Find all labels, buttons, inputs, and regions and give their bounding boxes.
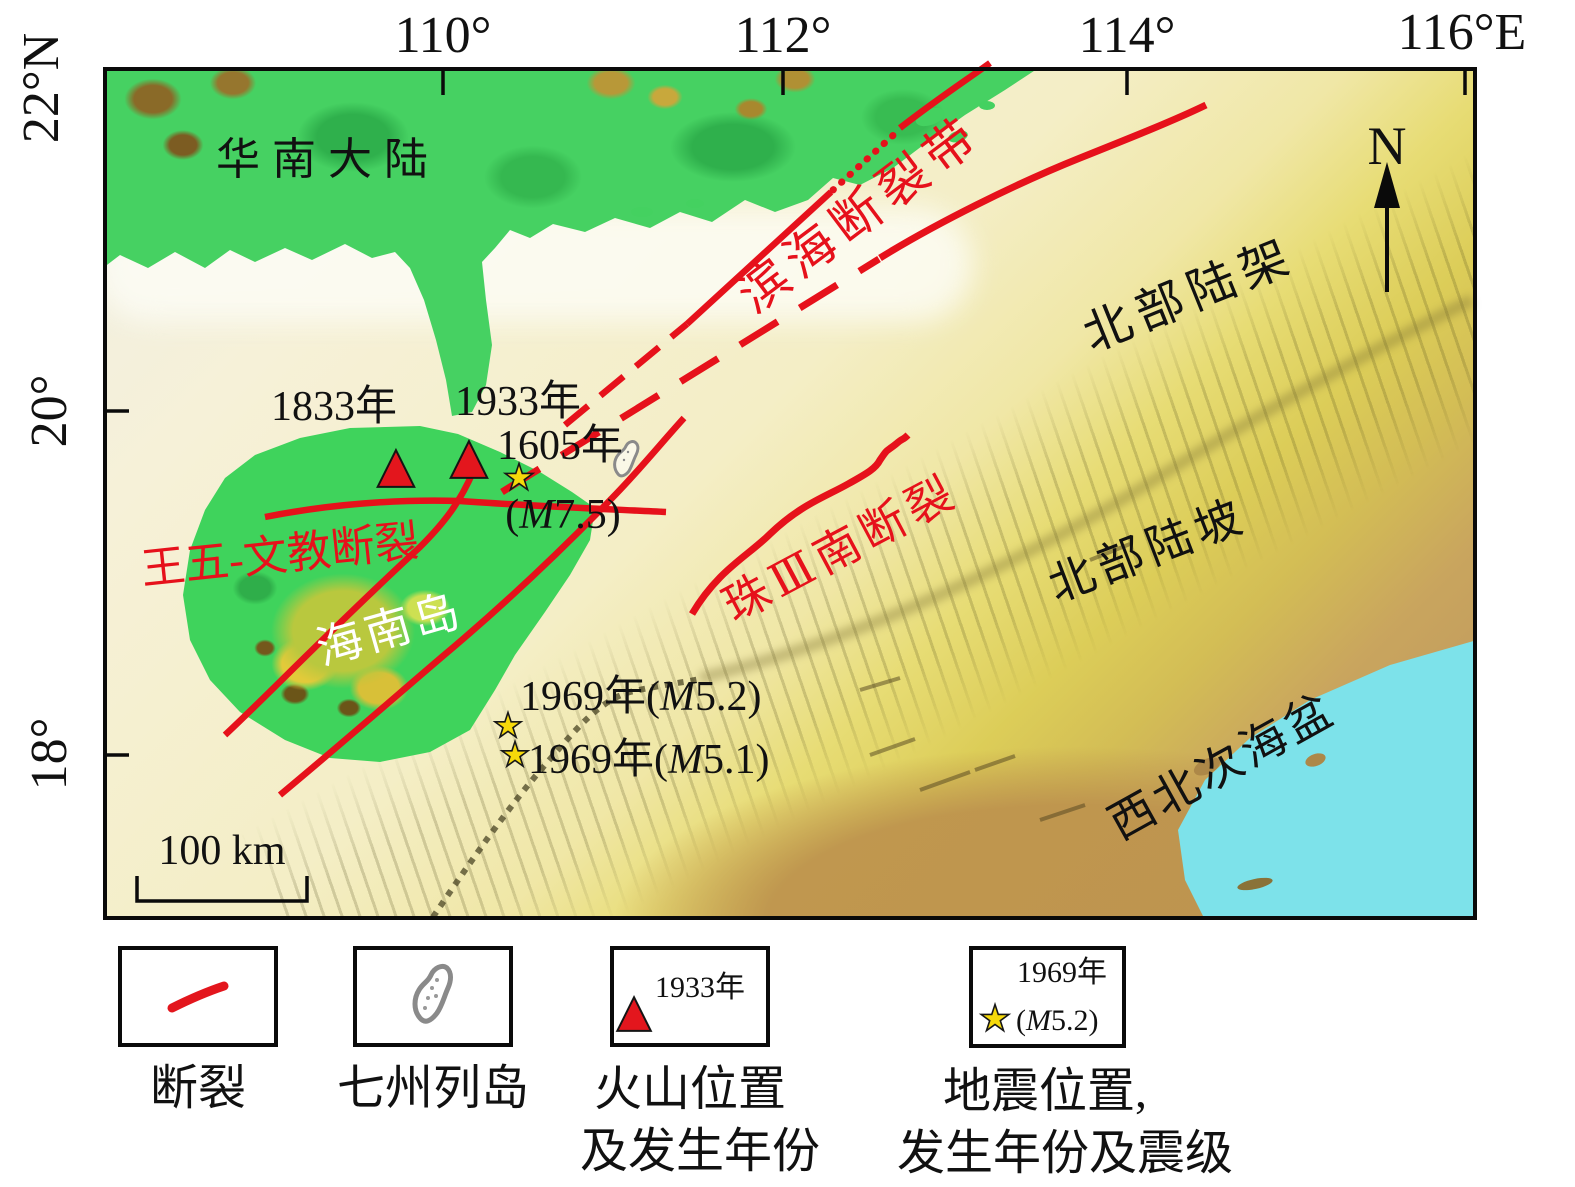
label-quake-1969-m52: 1969年(M5.2) [520, 674, 762, 720]
axis-left-22N: 22°N [13, 32, 70, 144]
volcano-icon: ▲ [377, 436, 416, 494]
volcano-icon: ▲ [450, 427, 489, 485]
legend-box-earthquake [969, 946, 1126, 1048]
scalebar-label: 100 km [158, 828, 286, 874]
legend-box-volcano [610, 946, 770, 1047]
label-quake-1605: 1605年 [496, 423, 624, 469]
legend-caption-volcano-line2: 及发生年份 [579, 1125, 821, 1178]
axis-left-18: 18° [21, 717, 78, 791]
label-south-china: 华南大陆 [216, 135, 440, 184]
legend-volcano-icon: ▲ [616, 984, 652, 1037]
legend-earthquake-year: 1969年 [1017, 956, 1107, 989]
legend-caption-fault: 断裂 [149, 1062, 247, 1115]
legend-earthquake-magnitude: (M5.2) [1016, 1004, 1099, 1037]
axis-left-20: 20° [21, 374, 78, 448]
axis-top-116E: 116°E [1397, 4, 1527, 61]
north-label: N [1367, 116, 1407, 176]
coastal-island [979, 101, 995, 110]
label-volcano-1833: 1833年 [270, 384, 398, 430]
axis-top-110: 110° [394, 7, 492, 64]
label-quake-1969-m51: 1969年(M5.1) [528, 737, 770, 783]
map-canvas [103, 67, 1477, 920]
earthquake-icon: ★ [499, 734, 531, 776]
legend-caption-islands: 七州列岛 [336, 1062, 530, 1115]
legend-caption-earthquake-line2: 发生年份及震级 [896, 1127, 1234, 1180]
label-quake-1605-magnitude: (M7.5) [505, 492, 621, 538]
legend-box-islands [353, 946, 513, 1047]
label-volcano-1933: 1933年 [454, 379, 582, 425]
coastal-island [631, 207, 653, 217]
legend-caption-volcano-line1: 火山位置 [593, 1063, 787, 1116]
legend-earthquake-icon: ★ [978, 998, 1012, 1041]
legend-caption-earthquake-line1: 地震位置, [942, 1065, 1148, 1118]
axis-top-112: 112° [734, 7, 832, 64]
coastal-island [686, 199, 704, 208]
legend-box-fault [118, 946, 278, 1047]
legend-volcano-year: 1933年 [655, 971, 745, 1004]
axis-top-114: 114° [1078, 7, 1176, 64]
